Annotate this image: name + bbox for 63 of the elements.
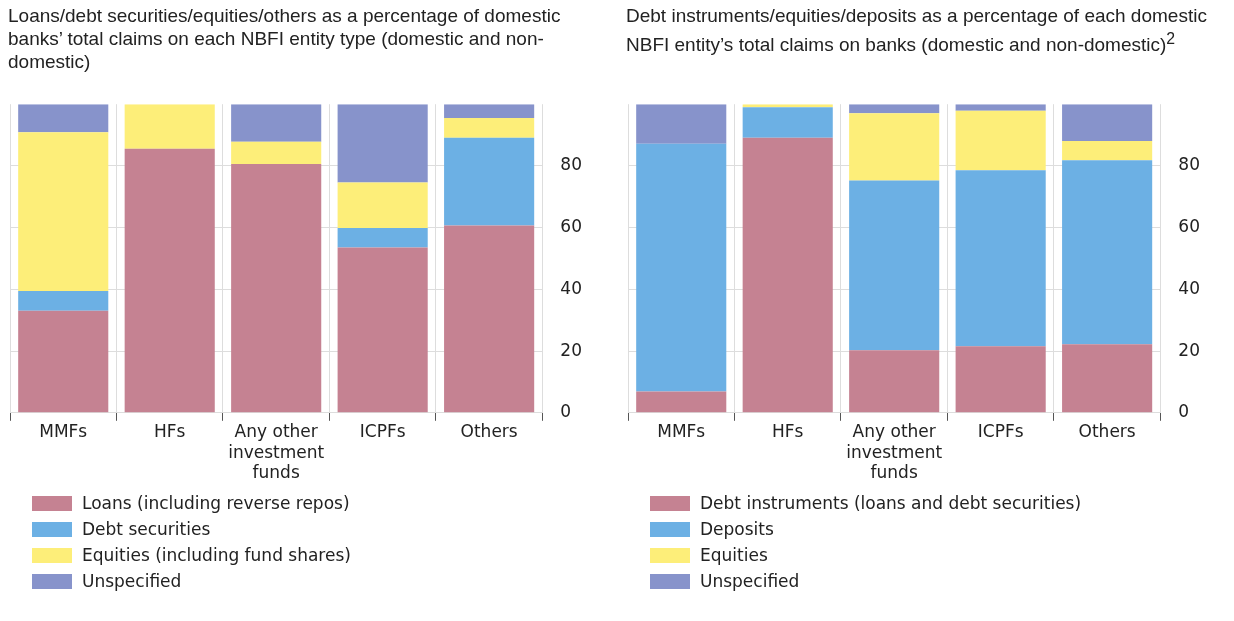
y-tick-label: 80	[1178, 154, 1201, 175]
chart-title: Debt instruments/equities/deposits as a percentage of each domestic NBFI entity’s total claims on banks (domestic and non-domestic)$^{2}$	[626, 4, 1208, 58]
bar	[18, 132, 109, 291]
bar	[444, 137, 535, 226]
legend-label: Unspecified	[82, 571, 182, 591]
y-tick-label: 60	[1178, 216, 1201, 237]
bar	[636, 391, 727, 413]
y-tick-label: 0	[1178, 401, 1190, 422]
bar	[849, 350, 940, 413]
bar	[18, 104, 109, 133]
bar	[337, 247, 428, 413]
bar	[1062, 344, 1153, 413]
legend-label: Equities	[700, 545, 768, 565]
y-tick-label: 40	[560, 277, 583, 298]
legend-label: Unspecified	[700, 571, 800, 591]
bar	[124, 148, 215, 413]
bar	[1062, 104, 1153, 141]
bar	[231, 104, 322, 142]
y-tick-label: 60	[560, 216, 583, 237]
bar	[1062, 160, 1153, 345]
bar	[337, 227, 428, 248]
bar	[636, 104, 727, 144]
legend-label: Loans (including reverse repos)	[82, 493, 350, 513]
x-tick-label: Any other investment funds	[228, 421, 325, 483]
y-tick-label: 20	[560, 339, 583, 360]
bar	[1062, 140, 1153, 161]
x-tick-label: HFs	[772, 421, 804, 442]
bar	[955, 170, 1046, 347]
bar	[231, 141, 322, 165]
legend-label: Deposits	[700, 519, 774, 539]
legend-label: Debt securities	[82, 519, 211, 539]
x-tick-label: ICPFs	[977, 421, 1024, 442]
bar	[849, 113, 940, 181]
bar	[955, 104, 1046, 111]
bar	[955, 346, 1046, 413]
bar	[742, 137, 833, 413]
bar	[124, 104, 215, 149]
x-tick-label: MMFs	[39, 421, 88, 442]
bar	[337, 182, 428, 228]
y-tick-label: 0	[560, 401, 572, 422]
x-tick-label: Others	[460, 421, 518, 442]
x-tick-label: MMFs	[657, 421, 706, 442]
bar	[849, 180, 940, 351]
bar	[231, 164, 322, 413]
x-tick-label: Others	[1078, 421, 1136, 442]
bar	[636, 143, 727, 392]
x-tick-label: ICPFs	[359, 421, 406, 442]
bar	[444, 225, 535, 413]
bar	[337, 104, 428, 183]
bar	[18, 290, 109, 311]
x-tick-label: HFs	[154, 421, 186, 442]
bar	[955, 110, 1046, 171]
bar	[18, 310, 109, 413]
chart-title: Loans/debt securities/equities/others as a percentage of domestic banks’ total claims on each NBFI entity type (domestic and non-domestic)	[8, 4, 562, 74]
y-tick-label: 80	[560, 154, 583, 175]
legend-label: Equities (including fund shares)	[82, 545, 351, 565]
y-tick-label: 40	[1178, 277, 1201, 298]
legend-label: Debt instruments (loans and debt securities)	[700, 493, 1082, 513]
bar	[742, 107, 833, 138]
bar	[444, 104, 535, 119]
y-tick-label: 20	[1178, 339, 1201, 360]
x-tick-label: Any other investment funds	[846, 421, 943, 483]
bar	[444, 118, 535, 138]
